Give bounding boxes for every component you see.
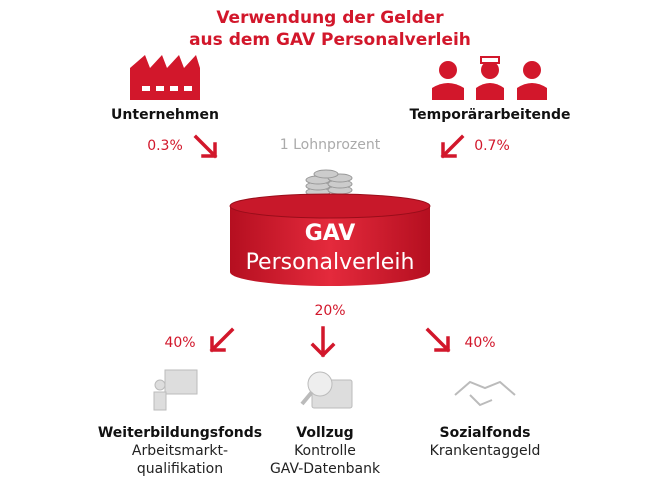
allocation-line: GAV-Datenbank xyxy=(270,461,381,477)
training-icon xyxy=(153,369,198,411)
handshake-icon xyxy=(454,380,516,407)
allocation-line: Krankentaggeld xyxy=(430,443,541,459)
arrow xyxy=(310,326,336,358)
allocation-share: 40% xyxy=(164,335,195,351)
factory-icon xyxy=(130,55,200,100)
source-share: 0.3% xyxy=(147,138,183,154)
source-label: Temporärarbeitende xyxy=(409,107,570,123)
allocation-title: Sozialfonds xyxy=(440,425,531,441)
title-line: aus dem GAV Personalverleih xyxy=(189,30,471,50)
arrow xyxy=(440,134,465,159)
allocation-title: Vollzug xyxy=(296,425,353,441)
title-line: Verwendung der Gelder xyxy=(216,8,444,28)
source-share: 0.7% xyxy=(474,138,510,154)
allocation-title: Weiterbildungsfonds xyxy=(98,425,262,441)
allocation-line: Arbeitsmarkt- xyxy=(132,443,228,459)
allocation-line: qualifikation xyxy=(137,461,223,477)
fund-name: Personalverleih xyxy=(246,250,415,275)
workers-icon xyxy=(432,56,547,100)
note: 1 Lohnprozent xyxy=(280,137,381,153)
arrow xyxy=(425,327,451,353)
allocation-share: 40% xyxy=(464,335,495,351)
allocation-line: Kontrolle xyxy=(294,443,356,459)
fund-name: GAV xyxy=(305,221,356,246)
allocation-share: 20% xyxy=(314,303,345,319)
fund-cylinder xyxy=(229,193,431,286)
arrow xyxy=(193,134,218,159)
source-label: Unternehmen xyxy=(111,107,219,123)
coins-icon xyxy=(305,169,353,197)
arrow xyxy=(209,327,235,353)
inspection-icon xyxy=(300,371,353,409)
